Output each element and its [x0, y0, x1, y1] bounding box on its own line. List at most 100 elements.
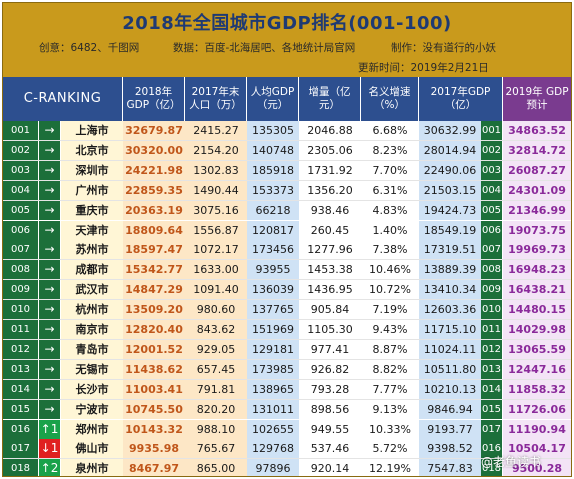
- trend-cell: →: [39, 320, 61, 339]
- gdp2018-cell: 10143.32: [123, 419, 185, 439]
- gdp2019-cell: 16948.23: [503, 260, 571, 280]
- table-row: 004 → 广州市 22859.35 1490.44 153373 1356.20 6.31%…: [3, 180, 571, 201]
- growth-cell: 7.77%: [361, 379, 419, 399]
- increase-cell: 905.84: [299, 300, 361, 320]
- rank-cell: 008: [3, 260, 39, 280]
- per-capita-cell: 138965: [247, 379, 299, 399]
- rank2019-cell: 012: [481, 339, 503, 359]
- trend-cell: ↓1: [39, 439, 61, 459]
- increase-cell: 977.41: [299, 339, 361, 359]
- rank-cell: 002: [3, 140, 39, 160]
- per-capita-cell: 66218: [247, 200, 299, 220]
- table-header: C-RANKING 2018年 GDP（亿） 2017年末 人口（万） 人均GD…: [3, 77, 571, 121]
- population-cell: 791.81: [185, 379, 247, 399]
- population-cell: 1072.17: [185, 240, 247, 260]
- page-title: 2018年全国城市GDP排名(001-100): [122, 13, 452, 34]
- rank-cell: 006: [3, 220, 39, 240]
- trend-cell: →: [39, 140, 61, 160]
- increase-cell: 1731.92: [299, 160, 361, 180]
- city-cell: 长沙市: [61, 379, 123, 399]
- per-capita-cell: 120817: [247, 220, 299, 240]
- gdp2017-cell: 9846.94: [419, 399, 481, 419]
- population-cell: 820.20: [185, 399, 247, 419]
- rank-cell: 015: [3, 399, 39, 419]
- population-cell: 865.00: [185, 459, 247, 476]
- gdp2018-cell: 13509.20: [123, 300, 185, 320]
- growth-cell: 7.19%: [361, 300, 419, 320]
- rank2019-cell: 003: [481, 160, 503, 180]
- rank-cell: 003: [3, 160, 39, 180]
- table-row: 011 → 南京市 12820.40 843.62 151969 1105.30 9.43% 1…: [3, 320, 571, 340]
- per-capita-cell: 151969: [247, 320, 299, 339]
- rank2019-cell: 006: [481, 220, 503, 240]
- rank-cell: 010: [3, 300, 39, 320]
- trend-cell: →: [39, 280, 61, 300]
- per-capita-cell: 173456: [247, 240, 299, 260]
- table-row: 001 → 上海市 32679.87 2415.27 135305 2046.88 6.68%…: [3, 121, 571, 141]
- updated-time: 更新时间：2019年2月21日: [358, 62, 489, 74]
- gdp2019-cell: 14029.98: [503, 320, 571, 339]
- rank-cell: 014: [3, 379, 39, 399]
- city-cell: 郑州市: [61, 419, 123, 439]
- title-banner: 2018年全国城市GDP排名(001-100) 创意：6482、千图网 数据：百…: [3, 3, 571, 77]
- rank2019-cell: 015: [481, 399, 503, 419]
- gdp2019-cell: 21346.99: [503, 200, 571, 220]
- gdp2017-cell: 11715.10: [419, 320, 481, 339]
- per-capita-cell: 185918: [247, 160, 299, 180]
- increase-cell: 1453.38: [299, 260, 361, 280]
- table-row: 012 → 青岛市 12001.52 929.05 129181 977.41 8.87% 11…: [3, 339, 571, 360]
- table-row: 003 → 深圳市 24221.98 1302.83 185918 1731.92 7.70%…: [3, 160, 571, 181]
- header-gdp2019: 2019年 GDP预计: [503, 77, 571, 121]
- credit-author: 制作：没有道行的小妖: [391, 42, 496, 54]
- per-capita-cell: 135305: [247, 121, 299, 140]
- trend-cell: →: [39, 160, 61, 180]
- header-pop2017: 2017年末 人口（万）: [185, 77, 247, 121]
- trend-cell: →: [39, 399, 61, 419]
- rank-cell: 012: [3, 339, 39, 359]
- gdp2019-cell: 11858.32: [503, 379, 571, 399]
- growth-cell: 12.19%: [361, 459, 419, 476]
- increase-cell: 260.45: [299, 220, 361, 240]
- rank2019-cell: 010: [481, 300, 503, 320]
- rank-cell: 017: [3, 439, 39, 459]
- rank2019-cell: 013: [481, 359, 503, 379]
- gdp2017-cell: 19424.73: [419, 200, 481, 220]
- per-capita-cell: 136039: [247, 280, 299, 300]
- city-cell: 广州市: [61, 180, 123, 200]
- city-cell: 深圳市: [61, 160, 123, 180]
- gdp2017-cell: 17319.51: [419, 240, 481, 260]
- gdp2018-cell: 20363.19: [123, 200, 185, 220]
- trend-cell: →: [39, 220, 61, 240]
- gdp2018-cell: 18597.47: [123, 240, 185, 260]
- gdp2018-cell: 18809.64: [123, 220, 185, 240]
- gdp2019-cell: 14480.15: [503, 300, 571, 320]
- rank-cell: 018: [3, 459, 39, 476]
- gdp2019-cell: 16438.21: [503, 280, 571, 300]
- growth-cell: 7.70%: [361, 160, 419, 180]
- header-brand: C-RANKING: [3, 77, 123, 121]
- per-capita-cell: 140748: [247, 140, 299, 160]
- credit-creative: 创意：6482、千图网: [39, 42, 140, 54]
- gdp2017-cell: 11024.11: [419, 339, 481, 359]
- growth-cell: 10.72%: [361, 280, 419, 300]
- gdp2017-cell: 9193.77: [419, 419, 481, 439]
- gdp2018-cell: 12820.40: [123, 320, 185, 339]
- gdp2019-cell: 9500.28: [503, 459, 571, 476]
- city-cell: 杭州市: [61, 300, 123, 320]
- population-cell: 988.10: [185, 419, 247, 439]
- rank-cell: 011: [3, 320, 39, 339]
- header-per-capita: 人均GDP （元）: [247, 77, 299, 121]
- gdp2017-cell: 10210.13: [419, 379, 481, 399]
- gdp2019-cell: 19073.75: [503, 220, 571, 240]
- trend-cell: →: [39, 339, 61, 359]
- increase-cell: 1356.20: [299, 180, 361, 200]
- growth-cell: 8.23%: [361, 140, 419, 160]
- rank2019-cell: 008: [481, 260, 503, 280]
- city-cell: 无锡市: [61, 359, 123, 379]
- table-row: 015 → 宁波市 10745.50 820.20 131011 898.56 9.13% 98…: [3, 399, 571, 420]
- city-cell: 宁波市: [61, 399, 123, 419]
- credit-data: 数据：百度-北海居吧、各地统计局官网: [173, 42, 356, 54]
- trend-cell: →: [39, 260, 61, 280]
- rank2019-cell: 005: [481, 200, 503, 220]
- gdp2018-cell: 10745.50: [123, 399, 185, 419]
